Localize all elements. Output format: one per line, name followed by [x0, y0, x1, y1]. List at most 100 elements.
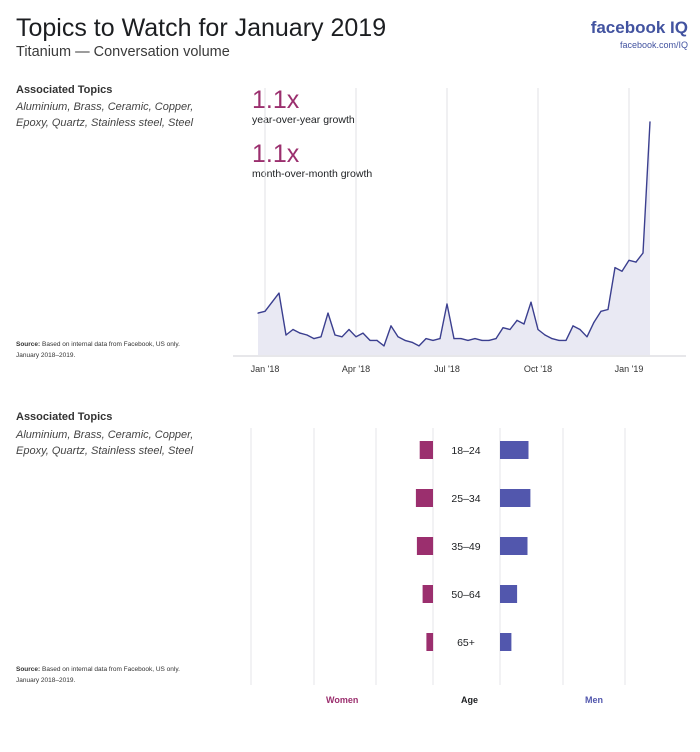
topics-heading: Associated Topics — [16, 84, 113, 96]
topics-list: Aluminium, Brass, Ceramic, Copper, Epoxy… — [16, 101, 194, 129]
legend-women: Women — [326, 695, 359, 705]
volume-point — [551, 338, 553, 340]
legend-age: Age — [461, 695, 479, 705]
topics-list-2: Aluminium, Brass, Ceramic, Copper, Epoxy… — [16, 429, 194, 457]
source-note: Source: Based on internal data from Face… — [16, 339, 216, 361]
mom-value: 1.1x — [252, 140, 300, 168]
x-tick-label: Jan '19 — [615, 364, 644, 374]
volume-point — [649, 121, 651, 123]
volume-point — [418, 345, 420, 347]
x-tick-label: Oct '18 — [524, 364, 552, 374]
men-bar — [500, 633, 512, 651]
volume-point — [614, 267, 616, 269]
volume-point — [516, 319, 518, 321]
volume-point — [404, 339, 406, 341]
volume-point — [586, 336, 588, 338]
page-title: Topics to Watch for January 2019 — [16, 14, 387, 42]
volume-point — [502, 327, 504, 329]
age-category-label: 65+ — [457, 637, 475, 649]
women-bar — [426, 633, 434, 651]
volume-point — [523, 323, 525, 325]
volume-point — [334, 334, 336, 336]
yoy-label: year-over-year growth — [252, 114, 355, 126]
source-text-2: Based on internal data from Facebook, US… — [42, 666, 180, 673]
volume-point — [607, 308, 609, 311]
volume-point — [369, 339, 371, 341]
volume-point — [257, 312, 259, 314]
volume-point — [558, 339, 560, 341]
volume-point — [397, 336, 399, 338]
volume-point — [530, 301, 532, 303]
source-range-2: January 2018–2019. — [16, 677, 76, 684]
men-bar — [500, 585, 518, 603]
volume-series-line — [257, 121, 651, 347]
volume-point — [327, 312, 329, 314]
women-bar — [422, 585, 433, 603]
conversation-volume-chart: Jan '18 Apr '18 Jul '18 Oct '18 Jan '19 — [233, 88, 686, 374]
volume-point — [488, 339, 490, 341]
volume-point — [292, 328, 294, 331]
age-category-label: 50–64 — [451, 589, 480, 601]
source-text: Based on internal data from Facebook, US… — [42, 341, 180, 348]
volume-point — [264, 310, 266, 312]
brand-url-link[interactable]: facebook.com/IQ — [619, 40, 688, 50]
yoy-value: 1.1x — [252, 86, 300, 114]
volume-point — [285, 334, 287, 336]
source-note-2: Source: Based on internal data from Face… — [16, 664, 216, 686]
volume-point — [593, 321, 595, 323]
volume-point — [572, 325, 574, 327]
volume-point — [383, 345, 385, 347]
volume-point — [565, 339, 567, 341]
topics-heading-2: Associated Topics — [16, 411, 113, 423]
source-label: Source: — [16, 341, 41, 348]
volume-area — [258, 121, 650, 356]
page-subtitle: Titanium — Conversation volume — [16, 44, 230, 60]
age-category-label: 18–24 — [451, 445, 480, 457]
x-tick-label: Apr '18 — [342, 364, 370, 374]
volume-point — [348, 328, 350, 331]
volume-point — [474, 338, 476, 340]
volume-point — [642, 252, 644, 254]
volume-point — [306, 334, 308, 336]
men-bar — [500, 489, 531, 507]
volume-point — [600, 310, 602, 312]
women-bar — [416, 537, 434, 555]
volume-point — [355, 336, 357, 338]
volume-point — [320, 336, 322, 338]
women-bar — [415, 489, 433, 507]
volume-point — [481, 339, 483, 341]
volume-point — [635, 261, 637, 263]
volume-point — [271, 301, 273, 303]
volume-point — [432, 339, 434, 341]
source-range: January 2018–2019. — [16, 352, 76, 359]
volume-point — [362, 332, 364, 334]
age-category-label: 35–49 — [451, 541, 480, 553]
x-tick-label: Jul '18 — [434, 364, 460, 374]
volume-point — [453, 338, 455, 340]
volume-point — [341, 336, 343, 338]
volume-point — [439, 338, 441, 340]
legend-men: Men — [585, 695, 603, 705]
mom-label: month-over-month growth — [252, 168, 373, 180]
men-bar — [500, 441, 529, 459]
volume-point — [579, 328, 581, 331]
volume-point — [278, 292, 280, 294]
volume-point — [411, 341, 413, 343]
brand-logo: facebook IQ — [590, 18, 688, 37]
volume-point — [460, 338, 462, 340]
women-bar — [419, 441, 433, 459]
source-label-2: Source: — [16, 666, 41, 673]
volume-point — [509, 328, 511, 331]
volume-point — [537, 328, 539, 331]
age-category-label: 25–34 — [451, 493, 480, 505]
volume-point — [446, 303, 448, 305]
volume-point — [425, 338, 427, 340]
volume-point — [495, 338, 497, 340]
x-tick-label: Jan '18 — [251, 364, 280, 374]
volume-point — [390, 325, 392, 327]
volume-point — [467, 339, 469, 341]
volume-point — [621, 270, 623, 272]
age-gender-chart: 18–24 25–34 35–49 50–64 65+ — [250, 428, 626, 685]
volume-point — [628, 259, 630, 261]
volume-point — [544, 334, 546, 336]
